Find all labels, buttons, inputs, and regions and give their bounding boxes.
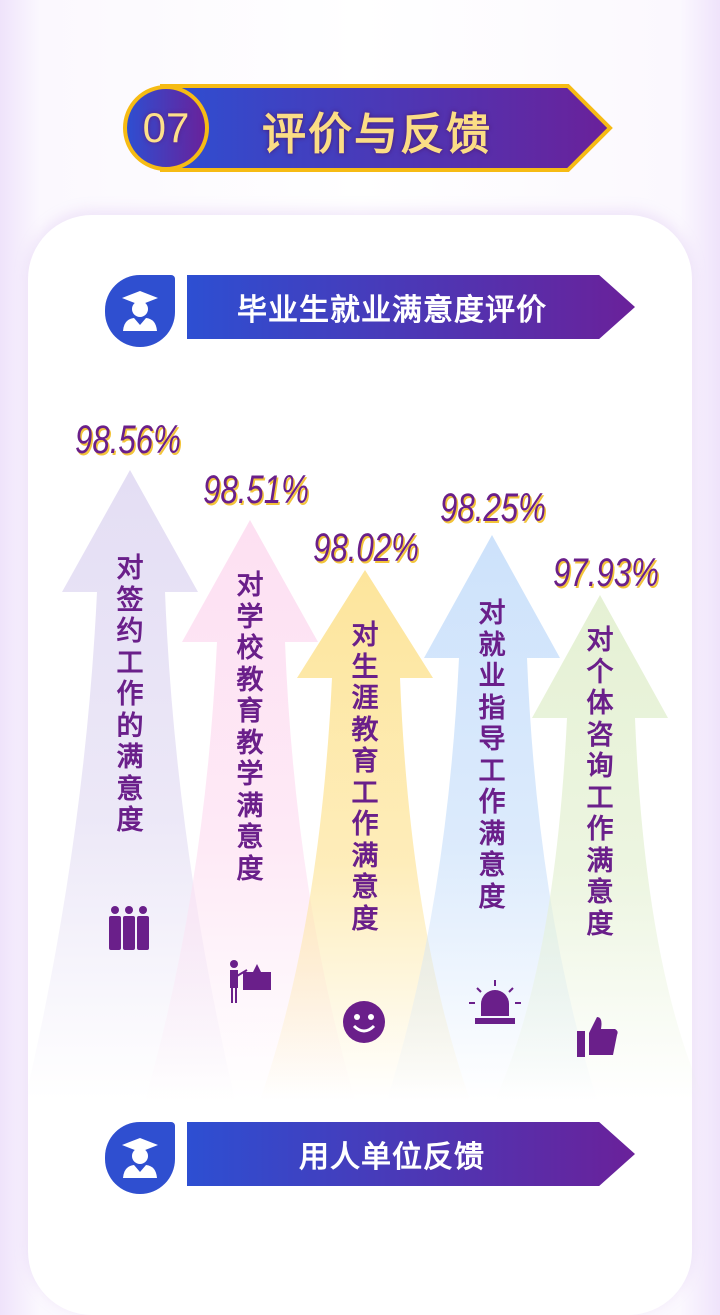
subsection-title: 用人单位反馈 <box>299 1140 485 1175</box>
arrow-shape <box>495 595 705 1100</box>
satisfaction-label: 对学校教育教学满意度 <box>236 570 264 885</box>
teacher-board-icon <box>227 958 273 1008</box>
satisfaction-label: 对签约工作的满意度 <box>116 553 144 836</box>
percent-value: 98.02% <box>313 526 419 570</box>
percent-value: 98.25% <box>440 486 546 530</box>
subsection-header-graduate: 毕业生就业满意度评价 <box>105 275 635 347</box>
percent-value: 98.56% <box>75 418 181 462</box>
graduate-icon <box>105 275 175 347</box>
section-title: 评价与反馈 <box>262 109 492 160</box>
thumbs-up-icon <box>577 1015 619 1061</box>
arrows-graphic <box>25 470 705 1100</box>
section-number: 07 <box>142 104 190 151</box>
graduate-icon <box>105 1122 175 1194</box>
percent-value: 98.51% <box>203 468 309 512</box>
satisfaction-label: 对个体咨询工作满意度 <box>586 625 614 940</box>
percent-value: 97.93% <box>553 551 659 595</box>
arrow-shape <box>260 570 470 1100</box>
section-banner: 07 评价与反馈 <box>122 84 614 172</box>
subsection-header-employer: 用人单位反馈 <box>105 1122 635 1194</box>
satisfaction-label: 对就业指导工作满意度 <box>478 598 506 913</box>
satisfaction-label: 对生涯教育工作满意度 <box>351 620 379 935</box>
smile-icon <box>342 1000 386 1048</box>
team-icon <box>107 905 151 955</box>
subsection-title: 毕业生就业满意度评价 <box>237 293 547 328</box>
alarm-light-icon <box>469 980 521 1030</box>
